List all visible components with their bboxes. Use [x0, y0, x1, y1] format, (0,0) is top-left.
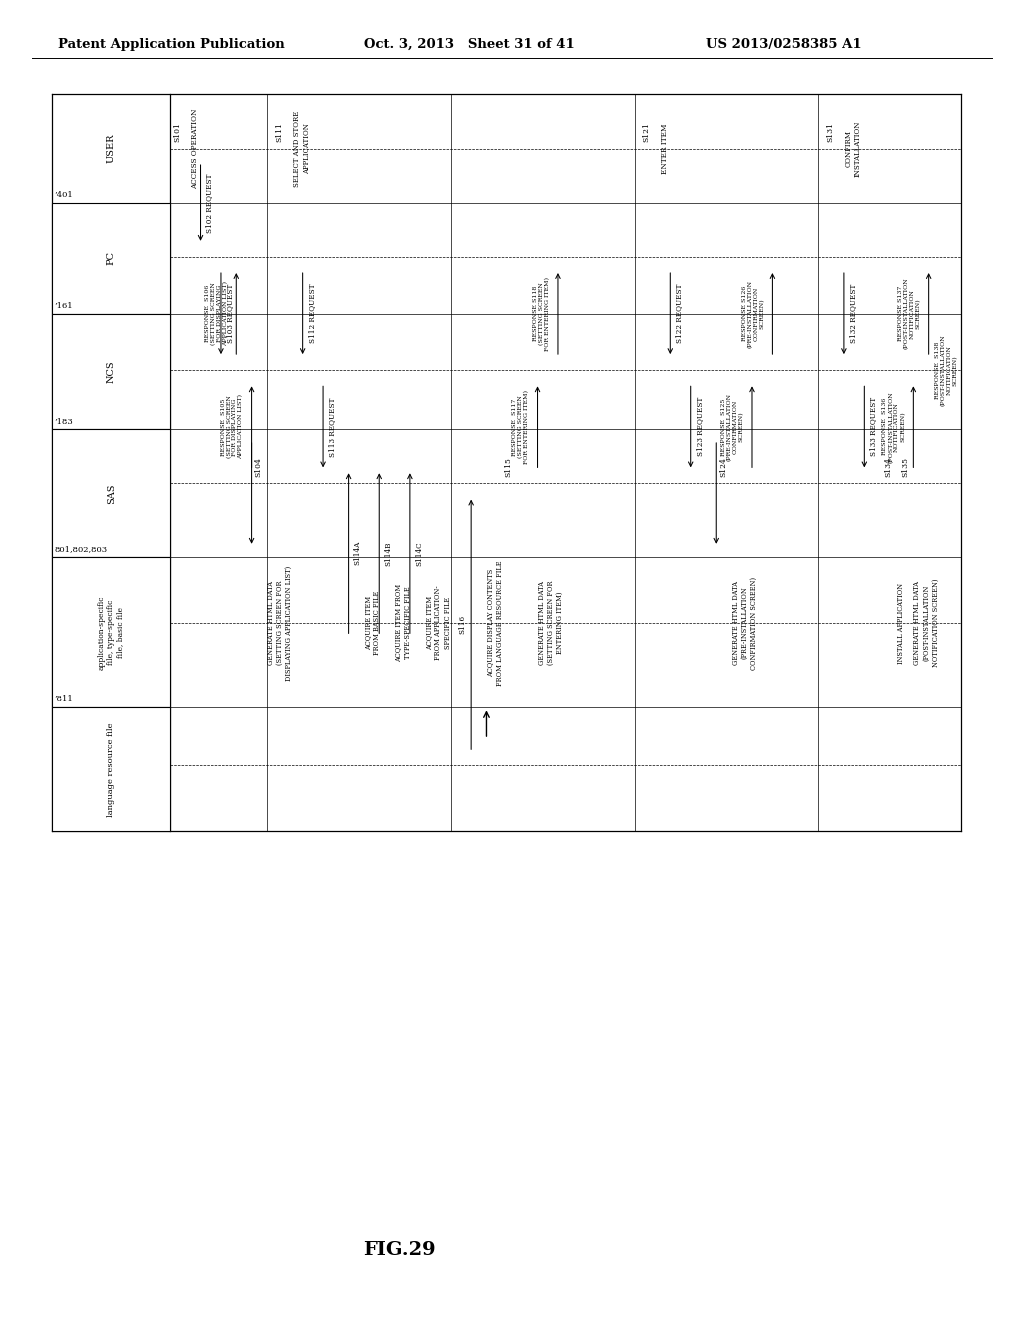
Text: RESPONSE  S136
(POST-INSTALLATION
NOTIFICATION
SCREEN): RESPONSE S136 (POST-INSTALLATION NOTIFIC…	[883, 391, 905, 463]
Text: ’183: ’183	[54, 417, 74, 425]
Text: S113 REQUEST: S113 REQUEST	[328, 397, 336, 457]
Text: S124: S124	[719, 457, 727, 477]
Text: PC: PC	[106, 251, 116, 265]
Bar	[52, 557, 170, 708]
Text: Oct. 3, 2013   Sheet 31 of 41: Oct. 3, 2013 Sheet 31 of 41	[364, 38, 574, 51]
Text: 801,802,803: 801,802,803	[54, 545, 108, 553]
Text: RESPONSE S126
(PRE-INSTALLATION
CONFIRMATION
SCREEN): RESPONSE S126 (PRE-INSTALLATION CONFIRMA…	[741, 280, 764, 347]
Text: CONFIRM
INSTALLATION: CONFIRM INSTALLATION	[845, 120, 862, 177]
Text: ’811: ’811	[54, 696, 74, 704]
Text: ENTER ITEM: ENTER ITEM	[662, 124, 669, 174]
Text: ACQUIRE ITEM
FROM APPLICATION-
SPECIFIC FILE: ACQUIRE ITEM FROM APPLICATION- SPECIFIC …	[425, 586, 452, 660]
Text: INSTALL APPLICATION: INSTALL APPLICATION	[897, 582, 905, 664]
Text: ’161: ’161	[54, 301, 73, 310]
Text: application-specific
file, type-specific
file, basic file: application-specific file, type-specific…	[98, 595, 124, 669]
Text: NCS: NCS	[106, 360, 116, 383]
Text: S114B: S114B	[384, 541, 392, 565]
Text: ACCESS OPERATION: ACCESS OPERATION	[191, 108, 200, 189]
Text: S114A: S114A	[353, 541, 361, 565]
Text: S112 REQUEST: S112 REQUEST	[308, 284, 315, 343]
Text: SELECT AND STORE
APPLICATION: SELECT AND STORE APPLICATION	[294, 111, 310, 187]
Text: RESPONSE  S138
(POST-INSTALLATION
NOTIFICATION
SCREEN): RESPONSE S138 (POST-INSTALLATION NOTIFIC…	[935, 334, 957, 407]
Text: FIG.29: FIG.29	[364, 1241, 436, 1259]
Text: S121: S121	[643, 123, 650, 143]
Text: RESPONSE  S106
(SETTING SCREEN
FOR DISPLAYING
APPLICATION LIST): RESPONSE S106 (SETTING SCREEN FOR DISPLA…	[206, 281, 228, 346]
Text: ACQUIRE ITEM FROM
TYPE-SPECIFIC FILE: ACQUIRE ITEM FROM TYPE-SPECIFIC FILE	[394, 583, 412, 663]
Text: RESPONSE  S105
(SETTING SCREEN
FOR DISPLAYING
APPLICATION LIST): RESPONSE S105 (SETTING SCREEN FOR DISPLA…	[221, 395, 244, 459]
Text: S131: S131	[826, 123, 835, 143]
Text: S122 REQUEST: S122 REQUEST	[676, 284, 683, 343]
Text: S134: S134	[885, 457, 893, 477]
Text: S114C: S114C	[415, 541, 423, 565]
Text: RESPONSE  S117
(SETTING SCREEN
FOR ENTERING ITEM): RESPONSE S117 (SETTING SCREEN FOR ENTERI…	[512, 389, 529, 463]
Text: language resource file: language resource file	[108, 722, 115, 817]
Bar	[52, 314, 170, 429]
Bar	[52, 429, 170, 557]
Text: Patent Application Publication: Patent Application Publication	[57, 38, 285, 51]
Text: RESPONSE S137
(POST-INSTALLATION
NOTIFICATION
SCREEN): RESPONSE S137 (POST-INSTALLATION NOTIFIC…	[898, 277, 921, 350]
Text: S111: S111	[275, 123, 283, 143]
Bar	[52, 203, 170, 314]
Bar	[52, 708, 170, 832]
Text: GENERATE HTML DATA
(SETTING SCREEN FOR
ENTERING ITEM): GENERATE HTML DATA (SETTING SCREEN FOR E…	[538, 581, 564, 665]
Text: ACQUIRE DISPLAY CONTENTS
FROM LANGUAGE RESOURCE FILE: ACQUIRE DISPLAY CONTENTS FROM LANGUAGE R…	[486, 560, 504, 686]
Text: GENERATE HTML DATA
(PRE-INSTALLATION
CONFIRMATION SCREEN): GENERATE HTML DATA (PRE-INSTALLATION CON…	[731, 577, 758, 669]
Text: S102 REQUEST: S102 REQUEST	[206, 173, 214, 232]
Text: S132 REQUEST: S132 REQUEST	[849, 284, 857, 343]
Text: S133 REQUEST: S133 REQUEST	[869, 397, 878, 457]
Text: GENERATE HTML DATA
(SETTING SCREEN FOR
DISPLAYING APPLICATION LIST): GENERATE HTML DATA (SETTING SCREEN FOR D…	[267, 565, 293, 681]
Text: SAS: SAS	[106, 483, 116, 504]
Text: US 2013/0258385 A1: US 2013/0258385 A1	[706, 38, 861, 51]
Text: S101: S101	[173, 123, 181, 143]
Text: GENERATE HTML DATA
(POST-INSTALLATION
NOTIFICATION SCREEN): GENERATE HTML DATA (POST-INSTALLATION NO…	[913, 579, 940, 668]
Text: RESPONSE S118
(SETTING SCREEN
FOR ENTERING ITEM): RESPONSE S118 (SETTING SCREEN FOR ENTERI…	[532, 277, 550, 351]
Text: S135: S135	[901, 457, 909, 477]
Text: S123 REQUEST: S123 REQUEST	[696, 397, 703, 457]
Text: S115: S115	[505, 457, 513, 477]
Text: S103 REQUEST: S103 REQUEST	[226, 284, 234, 343]
Text: ’401: ’401	[54, 191, 74, 199]
Text: USER: USER	[106, 133, 116, 162]
Text: ACQUIRE ITEM
FROM BASIC FILE: ACQUIRE ITEM FROM BASIC FILE	[364, 591, 381, 655]
Text: S116: S116	[458, 615, 466, 634]
Text: RESPONSE  S125
(PRE-INSTALLATION
CONFIRMATION
SCREEN): RESPONSE S125 (PRE-INSTALLATION CONFIRMA…	[721, 393, 743, 461]
Text: S104: S104	[255, 457, 262, 477]
